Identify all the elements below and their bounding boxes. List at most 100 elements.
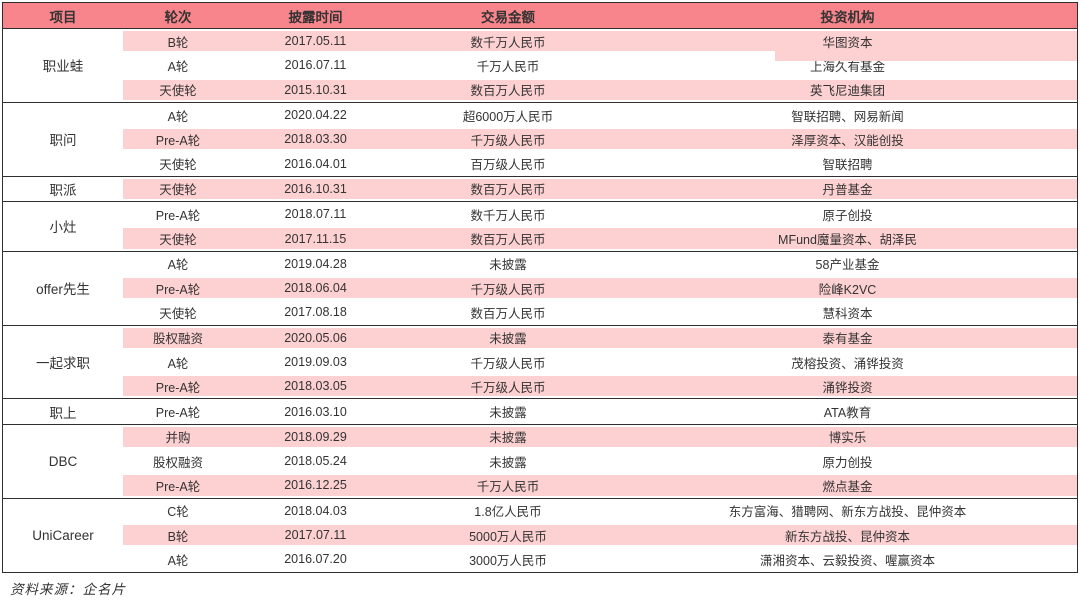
project-group: 一起求职 股权融资 2020.05.06 未披露 泰有基金 A轮 2019.09.03 千万级…: [3, 325, 1077, 400]
date-cell: 2016.07.20: [284, 552, 347, 567]
group-rows: A轮 2020.04.22 超6000万人民币 智联招聘、网易新闻 Pre-A轮 2018…: [123, 102, 1077, 176]
amount-cell: 数百万人民币: [470, 233, 546, 248]
table-body: 职业蛙 B轮 2017.05.11 数千万人民币 华图资本 A轮 2016.07.11 千万人…: [3, 29, 1077, 572]
table-row: A轮 2020.04.22 超6000万人民币 智联招聘、网易新闻: [123, 102, 1077, 128]
table-row: A轮 2016.07.11 千万人民币 上海久有基金: [123, 53, 1077, 78]
table-row: B轮 2017.05.11 数千万人民币 华图资本: [123, 29, 1077, 54]
table-row: 股权融资 2018.05.24 未披露 原力创投: [123, 449, 1077, 474]
investors-cell: 上海久有基金: [809, 59, 885, 74]
group-rows: 股权融资 2020.05.06 未披露 泰有基金 A轮 2019.09.03 千万级人民币 茂…: [123, 325, 1077, 399]
table-row: Pre-A轮 2016.03.10 未披露 ATA教育: [123, 399, 1077, 424]
amount-cell: 超6000万人民币: [462, 109, 554, 124]
round-cell: Pre-A轮: [155, 133, 201, 148]
date-cell: 2016.07.11: [284, 58, 347, 73]
project-cell: 一起求职: [3, 325, 123, 399]
round-cell: Pre-A轮: [155, 208, 201, 223]
group-rows: A轮 2019.04.28 未披露 58产业基金 Pre-A轮 2018.06.04 千万级…: [123, 251, 1077, 325]
investors-cell: 茂榕投资、涌铧投资: [791, 356, 904, 371]
table-row: A轮 2016.07.20 3000万人民币 潇湘资本、云毅投资、喔赢资本: [123, 547, 1077, 572]
investors-cell: ATA教育: [823, 406, 872, 421]
investors-cell: 新东方战投、昆仲资本: [784, 529, 910, 544]
amount-cell: 千万级人民币: [470, 356, 546, 371]
amount-cell: 数百万人民币: [470, 306, 546, 321]
table-row: 天使轮 2017.11.15 数百万人民币 MFund魔量资本、胡泽民: [123, 226, 1077, 251]
amount-cell: 未披露: [489, 455, 527, 470]
investors-cell: 58产业基金: [815, 258, 880, 273]
group-rows: B轮 2017.05.11 数千万人民币 华图资本 A轮 2016.07.11 千万人民币 上…: [123, 29, 1077, 102]
round-cell: 天使轮: [159, 84, 197, 99]
project-group: offer先生 A轮 2019.04.28 未披露 58产业基金 Pre-A轮 2018.0…: [3, 251, 1077, 326]
round-cell: Pre-A轮: [155, 479, 201, 494]
amount-cell: 数千万人民币: [470, 208, 546, 223]
investors-cell: 智联招聘: [822, 158, 873, 173]
project-group: 小灶 Pre-A轮 2018.07.11 数千万人民币 原子创投 天使轮 2017.11.1…: [3, 202, 1077, 252]
amount-cell: 未披露: [489, 332, 527, 347]
investors-cell: 华图资本: [822, 35, 873, 50]
round-cell: Pre-A轮: [155, 282, 201, 297]
date-cell: 2017.07.11: [284, 528, 347, 543]
date-cell: 2018.05.24: [284, 454, 347, 469]
round-cell: 并购: [165, 431, 191, 446]
table-row: B轮 2017.07.11 5000万人民币 新东方战投、昆仲资本: [123, 522, 1077, 548]
header-cell: 轮次: [164, 9, 192, 25]
amount-cell: 千万级人民币: [470, 282, 546, 297]
investors-cell: 原力创投: [822, 455, 873, 470]
round-cell: 天使轮: [159, 306, 197, 321]
project-cell: UniCareer: [3, 498, 123, 572]
table-row: Pre-A轮 2018.07.11 数千万人民币 原子创投: [123, 202, 1077, 227]
round-cell: A轮: [167, 109, 189, 124]
date-cell: 2015.10.31: [284, 82, 347, 97]
investors-cell: 东方富海、猎聘网、新东方战投、昆仲资本: [728, 505, 967, 520]
group-rows: 并购 2018.09.29 未披露 博实乐 股权融资 2018.05.24 未披露 原力创投 P…: [123, 424, 1077, 498]
group-rows: 天使轮 2016.10.31 数百万人民币 丹普基金: [123, 176, 1077, 202]
date-cell: 2016.04.01: [284, 156, 347, 171]
project-group: DBC 并购 2018.09.29 未披露 博实乐 股权融资 2018.05.24 未披露 原力…: [3, 424, 1077, 499]
round-cell: 股权融资: [152, 455, 203, 470]
project-group: 职派 天使轮 2016.10.31 数百万人民币 丹普基金: [3, 176, 1077, 203]
round-cell: A轮: [167, 59, 189, 74]
round-cell: A轮: [167, 356, 189, 371]
date-cell: 2016.12.25: [284, 478, 347, 493]
round-cell: 天使轮: [159, 183, 197, 198]
group-rows: Pre-A轮 2016.03.10 未披露 ATA教育: [123, 399, 1077, 424]
amount-cell: 未披露: [489, 431, 527, 446]
date-cell: 2018.09.29: [284, 429, 347, 444]
table-row: A轮 2019.04.28 未披露 58产业基金: [123, 251, 1077, 276]
amount-cell: 未披露: [489, 258, 527, 273]
project-group: 职上 Pre-A轮 2016.03.10 未披露 ATA教育: [3, 399, 1077, 425]
date-cell: 2019.09.03: [284, 355, 347, 369]
round-cell: 股权融资: [152, 332, 203, 347]
date-cell: 2018.04.03: [284, 503, 347, 518]
investors-cell: 英飞尼迪集团: [809, 84, 885, 99]
group-rows: Pre-A轮 2018.07.11 数千万人民币 原子创投 天使轮 2017.11.15 数…: [123, 202, 1077, 251]
table-row: 天使轮 2017.08.18 数百万人民币 慧科资本: [123, 300, 1077, 325]
investors-cell: 泰有基金: [822, 332, 873, 347]
table-row: A轮 2019.09.03 千万级人民币 茂榕投资、涌铧投资: [123, 349, 1077, 375]
amount-cell: 千万人民币: [476, 59, 540, 74]
table-row: Pre-A轮 2018.03.30 千万级人民币 泽厚资本、汉能创投: [123, 127, 1077, 152]
table-row: 天使轮 2016.04.01 百万级人民币 智联招聘: [123, 151, 1077, 176]
amount-cell: 5000万人民币: [469, 529, 547, 544]
amount-cell: 未披露: [489, 406, 527, 421]
table-row: 股权融资 2020.05.06 未披露 泰有基金: [123, 325, 1077, 350]
round-cell: 天使轮: [159, 233, 197, 248]
group-rows: C轮 2018.04.03 1.8亿人民币 东方富海、猎聘网、新东方战投、昆仲资本 B轮…: [123, 498, 1077, 572]
date-cell: 2018.07.11: [284, 207, 347, 222]
table-row: 天使轮 2016.10.31 数百万人民币 丹普基金: [123, 176, 1077, 202]
amount-cell: 1.8亿人民币: [474, 505, 542, 520]
round-cell: B轮: [167, 35, 189, 50]
date-cell: 2016.10.31: [284, 181, 347, 196]
amount-cell: 数百万人民币: [470, 84, 546, 99]
round-cell: A轮: [167, 553, 189, 568]
header-cell: 项目: [49, 9, 77, 25]
investors-cell: 潇湘资本、云毅投资、喔赢资本: [759, 553, 935, 568]
project-group: UniCareer C轮 2018.04.03 1.8亿人民币 东方富海、猎聘网、新东方…: [3, 498, 1077, 572]
project-cell: 职业蛙: [3, 29, 123, 102]
round-cell: Pre-A轮: [155, 380, 201, 395]
date-cell: 2018.06.04: [284, 281, 347, 296]
round-cell: B轮: [167, 529, 189, 544]
amount-cell: 数千万人民币: [470, 35, 546, 50]
round-cell: C轮: [167, 505, 189, 520]
header-cell: 交易金额: [481, 9, 535, 25]
project-cell: offer先生: [3, 251, 123, 325]
